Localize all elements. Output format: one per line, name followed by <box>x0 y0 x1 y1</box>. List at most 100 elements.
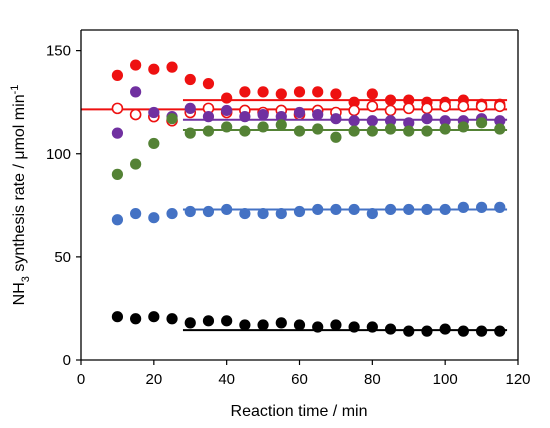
data-point <box>221 121 233 133</box>
data-point <box>457 100 470 113</box>
data-point <box>166 61 178 73</box>
data-point <box>366 207 378 220</box>
data-point <box>403 203 415 216</box>
data-point <box>494 115 506 127</box>
data-point <box>348 104 360 117</box>
data-point <box>421 125 433 137</box>
data-point <box>384 203 397 216</box>
data-point <box>129 108 142 121</box>
data-point <box>293 125 306 137</box>
data-point <box>384 123 397 135</box>
data-point <box>111 214 124 226</box>
data-point <box>239 207 251 220</box>
data-point <box>384 94 397 106</box>
data-point <box>366 125 378 137</box>
data-point <box>348 96 360 108</box>
data-point <box>148 212 160 224</box>
data-point <box>457 325 469 337</box>
data-point <box>202 111 215 123</box>
data-point <box>130 86 142 98</box>
data-point <box>111 69 124 81</box>
data-point <box>257 86 269 98</box>
series-6 <box>111 311 508 337</box>
data-point <box>257 108 269 121</box>
data-point <box>475 325 488 337</box>
y-tick-label: 150 <box>46 43 71 60</box>
data-point <box>475 201 488 213</box>
data-point <box>275 88 287 100</box>
data-point <box>221 104 233 117</box>
data-point <box>403 117 415 129</box>
y-tick-label: 0 <box>63 352 71 369</box>
data-point <box>184 205 196 218</box>
data-point <box>330 113 342 125</box>
data-point <box>221 315 233 327</box>
data-point <box>111 311 124 323</box>
data-point <box>257 121 269 133</box>
x-tick-label: 0 <box>77 371 85 388</box>
data-point <box>402 102 415 115</box>
data-point <box>403 94 415 106</box>
data-point <box>275 119 287 131</box>
x-tick-label: 100 <box>433 371 458 388</box>
data-point <box>493 100 506 113</box>
data-point <box>293 86 306 98</box>
data-point <box>312 86 324 98</box>
data-point <box>130 313 142 325</box>
x-tick-label: 60 <box>291 371 308 388</box>
x-tick-label: 20 <box>145 371 162 388</box>
data-point <box>330 319 342 331</box>
data-point <box>130 158 142 170</box>
data-point <box>348 321 360 333</box>
data-point <box>148 106 160 119</box>
data-point <box>330 203 342 216</box>
y-axis-title: NH3 synthesis rate / μmol min-1 <box>9 85 32 306</box>
data-point <box>312 203 324 216</box>
data-point <box>494 123 506 135</box>
data-point <box>312 108 324 121</box>
data-point <box>275 207 287 220</box>
data-point <box>475 100 488 113</box>
data-point <box>202 78 215 90</box>
data-point <box>421 113 433 125</box>
data-point <box>439 100 451 113</box>
series-5 <box>111 201 508 226</box>
data-point <box>148 63 160 75</box>
data-point <box>239 86 251 98</box>
data-point <box>130 207 142 220</box>
series-1 <box>111 59 508 110</box>
data-point <box>457 121 469 133</box>
data-point <box>293 205 306 218</box>
data-point <box>111 102 124 115</box>
data-point <box>202 205 215 218</box>
data-point <box>312 123 324 135</box>
data-point <box>130 59 142 71</box>
data-point <box>366 321 378 333</box>
data-point <box>384 104 397 117</box>
x-tick-label: 120 <box>505 371 530 388</box>
data-point <box>403 325 415 337</box>
data-point <box>184 102 196 114</box>
data-point <box>439 203 451 216</box>
data-point <box>439 123 451 135</box>
y-tick-label: 50 <box>54 249 71 266</box>
data-point <box>439 323 451 335</box>
data-point <box>257 207 269 220</box>
data-point <box>239 125 251 137</box>
data-point <box>275 111 287 123</box>
data-point <box>330 88 342 100</box>
data-point <box>111 127 124 139</box>
data-point <box>221 203 233 216</box>
data-point <box>239 319 251 331</box>
data-point <box>202 315 215 327</box>
x-tick-label: 40 <box>218 371 235 388</box>
data-point <box>202 125 215 137</box>
data-point <box>239 111 251 123</box>
data-point <box>348 115 360 127</box>
data-point <box>166 113 178 125</box>
data-point <box>475 117 488 129</box>
data-point <box>421 325 433 337</box>
data-point <box>421 102 433 115</box>
data-point <box>148 311 160 323</box>
